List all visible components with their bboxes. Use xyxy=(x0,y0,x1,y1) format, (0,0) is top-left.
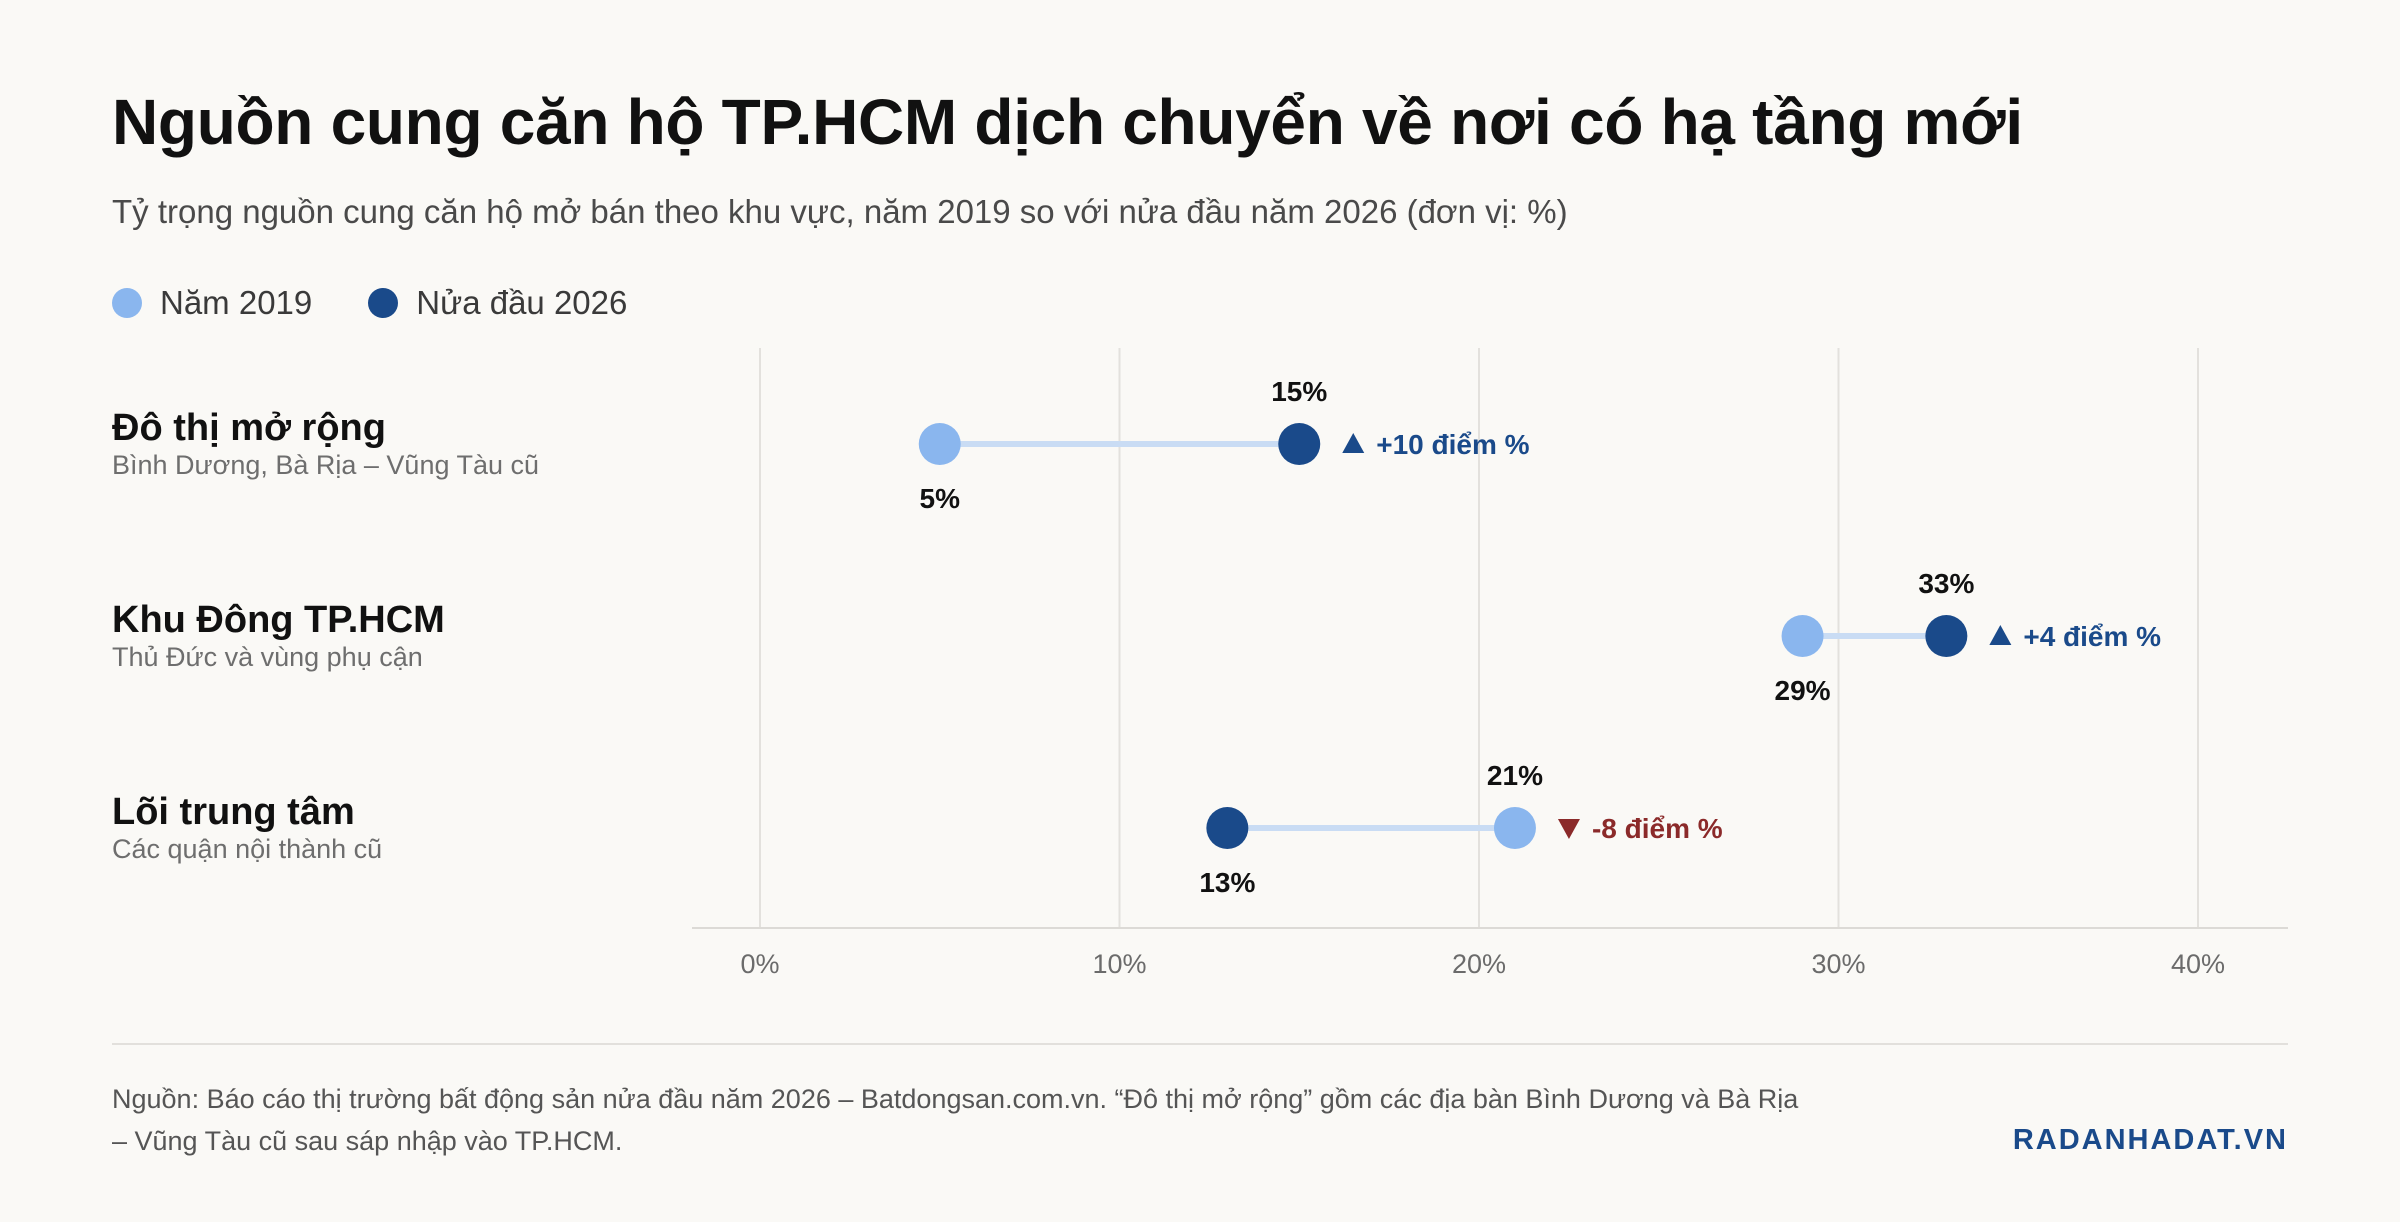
triangle-down-icon xyxy=(1557,819,1580,839)
x-tick-label: 10% xyxy=(1092,949,1146,979)
point-2026 xyxy=(1925,615,1968,657)
data-label-lower: 13% xyxy=(1199,867,1255,898)
row-subtitle-label: Thủ Đức và vùng phụ cận xyxy=(112,642,423,672)
point-2019 xyxy=(1493,807,1536,849)
x-tick-label: 40% xyxy=(2171,949,2225,979)
x-tick-label: 30% xyxy=(1811,949,1865,979)
change-label: +4 điểm % xyxy=(2023,621,2161,652)
data-label-lower: 5% xyxy=(920,483,961,514)
chart-subtitle: Tỷ trọng nguồn cung căn hộ mở bán theo k… xyxy=(112,193,1568,230)
data-label-upper: 21% xyxy=(1487,760,1543,791)
point-2026 xyxy=(1206,807,1249,849)
footer-divider xyxy=(112,1043,2288,1045)
triangle-up-icon xyxy=(1342,433,1365,453)
point-2026 xyxy=(1278,423,1321,465)
legend-label-2026: Nửa đầu 2026 xyxy=(416,284,628,321)
chart-title: Nguồn cung căn hộ TP.HCM dịch chuyển về … xyxy=(112,86,2023,158)
x-tick-label: 20% xyxy=(1452,949,1506,979)
source-note: Nguồn: Báo cáo thị trường bất động sản n… xyxy=(112,1084,1799,1156)
data-label-upper: 15% xyxy=(1271,376,1327,407)
legend-item-2019: Năm 2019 xyxy=(112,284,312,322)
brand-logo: RADANHADAT.VN xyxy=(2012,1124,2288,1156)
change-label: -8 điểm % xyxy=(1592,813,1723,844)
data-label-upper: 33% xyxy=(1918,568,1974,599)
row-category-label: Khu Đông TP.HCM xyxy=(112,599,445,641)
legend-label-2019: Năm 2019 xyxy=(160,284,313,321)
legend-dot-2026-icon xyxy=(368,288,399,318)
triangle-up-icon xyxy=(1989,625,2012,645)
row-subtitle-label: Các quận nội thành cũ xyxy=(112,834,382,864)
legend-item-2026: Nửa đầu 2026 xyxy=(368,284,627,322)
legend: Năm 2019 Nửa đầu 2026 xyxy=(112,284,683,322)
row-subtitle-label: Bình Dương, Bà Rịa – Vũng Tàu cũ xyxy=(112,450,539,480)
data-label-lower: 29% xyxy=(1775,675,1831,706)
row-category-label: Đô thị mở rộng xyxy=(112,407,386,449)
change-label: +10 điểm % xyxy=(1376,429,1529,460)
legend-dot-2019-icon xyxy=(112,288,142,318)
x-tick-label: 0% xyxy=(740,949,779,979)
point-2019 xyxy=(1781,615,1824,657)
point-2019 xyxy=(918,423,961,465)
row-category-label: Lõi trung tâm xyxy=(112,791,355,833)
